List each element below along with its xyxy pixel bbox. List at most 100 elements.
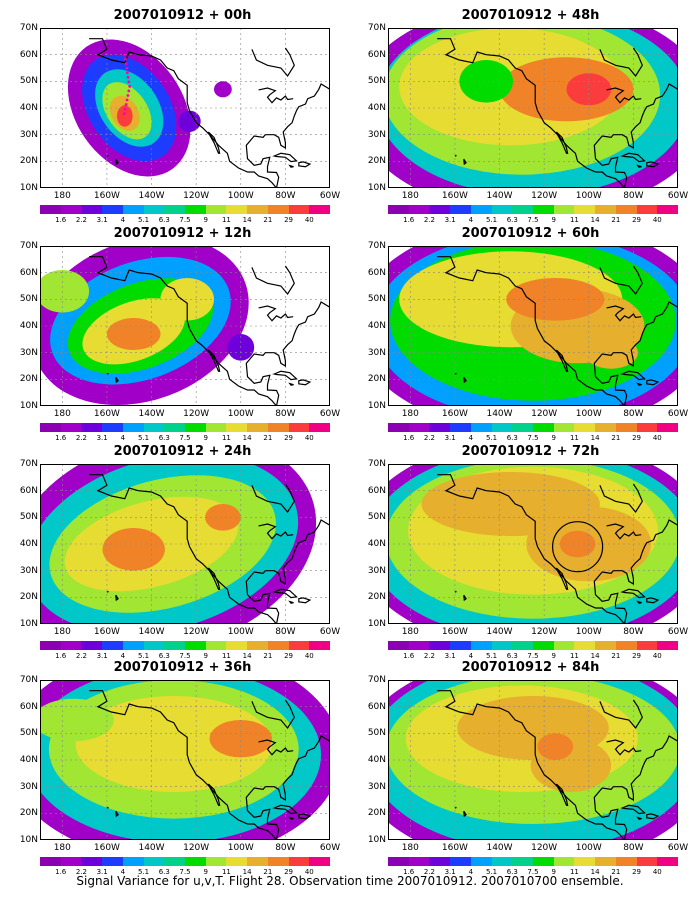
colorbar-cell: [122, 857, 144, 866]
lon-tick-label: 180: [53, 191, 71, 201]
colorbar-level-label: 11: [569, 434, 579, 442]
colorbar-level-label: 29: [632, 434, 642, 442]
colorbar-level-label: 9: [203, 868, 208, 876]
lon-tick-label: 80W: [623, 409, 644, 419]
map-panel: 2007010912 + 72h 70N 60N 50N 40N 30N 20N 10N 180…: [358, 444, 700, 664]
colorbar-level-label: 6.3: [158, 434, 170, 442]
coastline: [437, 690, 678, 840]
colorbar-cell: [408, 423, 430, 432]
colorbar-cell: [491, 857, 513, 866]
lon-tick-label: 140W: [138, 843, 165, 853]
lon-tick-label: 80W: [623, 191, 644, 201]
lat-tick-label: 30N: [367, 781, 386, 792]
colorbar-cell: [450, 641, 471, 650]
colorbar-cell: [226, 857, 248, 866]
colorbar-cell: [595, 423, 616, 432]
colorbar-level-label: 2.2: [423, 868, 435, 876]
lon-tick-label: 120W: [531, 191, 558, 201]
colorbar-level-label: 29: [632, 868, 642, 876]
colorbar-cell: [636, 423, 658, 432]
lon-tick-label: 80W: [623, 843, 644, 853]
colorbar-cell: [615, 641, 637, 650]
colorbar-level-label: 40: [304, 868, 314, 876]
lat-tick-label: 20N: [19, 156, 38, 167]
colorbar-cell: [60, 641, 82, 650]
colorbar-level-label: 1.6: [403, 652, 415, 660]
lat-tick-label: 30N: [367, 129, 386, 140]
colorbar-cell: [164, 641, 186, 650]
colorbar-cell: [247, 423, 268, 432]
colorbar-cell: [309, 641, 331, 650]
colorbar-cell: [595, 641, 616, 650]
colorbar-level-label: 2.2: [75, 868, 87, 876]
colorbar-level-label: 5.1: [485, 868, 498, 876]
colorbar-cell: [102, 857, 123, 866]
colorbar-cell: [60, 857, 82, 866]
colorbar-cell: [574, 423, 596, 432]
colorbar-level-label: 14: [590, 868, 600, 876]
highlight-circle: [552, 521, 604, 573]
panel-title: 2007010912 + 48h: [461, 8, 600, 23]
lon-tick-label: 60W: [667, 627, 689, 637]
colorbar-cell: [102, 641, 123, 650]
colorbar-cell: [408, 641, 430, 650]
panel-title: 2007010912 + 72h: [461, 444, 600, 459]
colorbar-cell: [636, 857, 658, 866]
colorbar-level-label: 11: [221, 216, 231, 224]
variance-map: [40, 680, 330, 840]
lat-tick-label: 60N: [367, 485, 386, 496]
lon-tick-label: 80W: [275, 627, 296, 637]
map-canvas: [40, 28, 330, 188]
lat-tick-label: 70N: [367, 23, 386, 33]
map-canvas: [40, 464, 330, 624]
colorbar-level-label: 1.6: [403, 868, 415, 876]
lon-tick-label: 80W: [275, 843, 296, 853]
colorbar-level-label: 14: [590, 652, 600, 660]
map-panel: 2007010912 + 84h 70N 60N 50N 40N 30N 20N 10N 180…: [358, 660, 700, 880]
colorbar-level-label: 11: [221, 868, 231, 876]
colorbar-level-label: 3.1: [96, 868, 108, 876]
colorbar-level-label: 21: [611, 868, 621, 876]
colorbar-cell: [553, 205, 575, 214]
lon-tick-label: 60W: [319, 191, 341, 201]
colorbar-level-label: 6.3: [506, 652, 518, 660]
colorbar-level-label: 7.5: [527, 868, 539, 876]
colorbar-level-label: 4: [120, 216, 126, 224]
lat-tick-label: 50N: [367, 512, 386, 523]
colorbar-level-label: 21: [611, 652, 621, 660]
panel-title: 2007010912 + 00h: [113, 8, 252, 23]
lat-tick-label: 40N: [367, 755, 386, 765]
colorbar-cell: [143, 423, 165, 432]
map-canvas: [388, 28, 678, 188]
colorbar-cell: [615, 205, 637, 214]
colorbar-cell: [81, 641, 103, 650]
lon-tick-label: 120W: [531, 843, 558, 853]
lon-tick-label: 120W: [183, 409, 210, 419]
lon-tick-label: 140W: [138, 627, 165, 637]
colorbar-level-label: 40: [304, 216, 314, 224]
colorbar-cell: [657, 205, 679, 214]
lat-tick-label: 60N: [19, 701, 38, 712]
colorbar-cell: [388, 205, 409, 214]
lon-tick-label: 140W: [486, 843, 513, 853]
coastline: [437, 256, 678, 406]
lon-tick-label: 140W: [486, 627, 513, 637]
colorbar-level-label: 5.1: [485, 652, 498, 660]
colorbar-level-label: 1.6: [55, 216, 67, 224]
colorbar-level-label: 40: [652, 434, 662, 442]
colorbar-level-label: 2.2: [75, 652, 87, 660]
colorbar-cell: [512, 641, 534, 650]
colorbar-cell: [81, 423, 103, 432]
colorbar-cell: [512, 857, 534, 866]
colorbar-cell: [470, 423, 492, 432]
colorbar-level-label: 9: [203, 652, 208, 660]
colorbar-cell: [657, 423, 679, 432]
colorbar-level-label: 4: [468, 868, 474, 876]
lon-tick-label: 60W: [667, 843, 689, 853]
lon-tick-label: 140W: [138, 191, 165, 201]
colorbar-cell: [429, 857, 451, 866]
lat-tick-label: 10N: [367, 183, 386, 193]
map-canvas: [388, 464, 678, 624]
colorbar-cell: [450, 857, 471, 866]
colorbar-cell: [533, 857, 554, 866]
